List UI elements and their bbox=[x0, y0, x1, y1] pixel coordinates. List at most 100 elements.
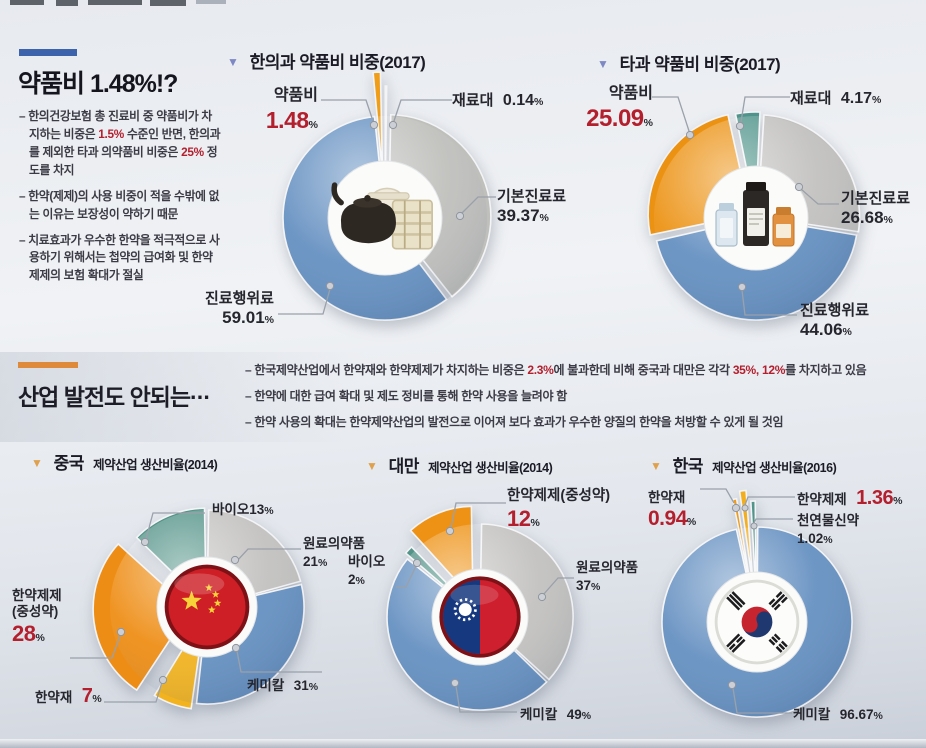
label-tw-wonryo: 원료의약품 37% bbox=[576, 560, 638, 596]
bullet-item: – 한약(제제)의 사용 비중이 적을 수밖에 없는 이유는 보장성이 약하기 … bbox=[19, 188, 221, 224]
chart-title-hanuigwa: ▼ 한의과 약품비 비중(2017) bbox=[227, 48, 426, 73]
chart-title-taiwan: ▼ 대만 제약산업 생산비율(2014) bbox=[366, 452, 553, 477]
chart-title-china: ▼ 중국 제약산업 생산비율(2014) bbox=[31, 449, 218, 474]
label-text: 재료대 bbox=[452, 92, 494, 109]
label-c1-yakpumbi: 약품비 25.09% bbox=[553, 84, 653, 133]
percent-sign: % bbox=[308, 118, 318, 131]
label-cn-herb: 한약재 7% bbox=[35, 684, 102, 708]
highlight-text: 1.5% bbox=[98, 126, 124, 141]
label-value: 96.67 bbox=[839, 707, 874, 722]
top-edge-remnant bbox=[88, 0, 142, 5]
label-cn-chem: 케미칼 31% bbox=[247, 676, 318, 696]
bullet-text: 에 불과한데 비해 중국과 대만은 각각 bbox=[553, 363, 733, 377]
pills-icon bbox=[715, 182, 795, 247]
bullet-text: – 한약에 대한 급여 확대 및 제도 정비를 통해 한약 사용을 늘려야 함 bbox=[245, 388, 568, 403]
label-text: 진료행위료 bbox=[204, 290, 274, 307]
country-name: 대만 bbox=[388, 457, 420, 476]
label-tw-jeje: 한약제제(중성약) 12% bbox=[507, 488, 610, 533]
bullet-text: – 한국제약산업에서 한약재와 한약제제가 차지하는 비중은 bbox=[245, 363, 528, 377]
label-value: 21 bbox=[303, 554, 319, 570]
bullet-item: – 치료효과가 우수한 한약을 적극적으로 사용하기 위해서는 첩약의 급여화 … bbox=[19, 232, 221, 286]
triangle-marker-icon: ▼ bbox=[31, 456, 43, 470]
label-value: 2 bbox=[348, 572, 356, 588]
flag-taiwan-icon bbox=[439, 576, 521, 658]
chart-title-text: 제약산업 생산비율(2014) bbox=[428, 461, 553, 475]
percent-sign: % bbox=[591, 581, 601, 594]
label-text: 한약제제 bbox=[12, 588, 62, 603]
label-value: 12 bbox=[507, 505, 531, 531]
chart-title-text: 타과 약품비 비중(2017) bbox=[619, 55, 781, 74]
highlight-text: 25% bbox=[181, 144, 204, 159]
percent-sign: % bbox=[539, 212, 549, 225]
top-edge-remnant bbox=[196, 0, 226, 4]
label-value: 37 bbox=[576, 578, 592, 594]
percent-sign: % bbox=[92, 693, 102, 705]
label-text: 원료의약품 bbox=[576, 560, 639, 575]
percent-sign: % bbox=[686, 516, 697, 529]
percent-sign: % bbox=[308, 681, 319, 693]
section-shade bbox=[0, 352, 470, 442]
sidebar-title: 약품비 1.48%!? bbox=[18, 70, 178, 98]
accent-bar-orange bbox=[18, 362, 78, 368]
label-tw-bio: 바이오 2% bbox=[348, 554, 385, 590]
label-text: 기본진료료 bbox=[497, 188, 567, 205]
label-value: 26.68 bbox=[841, 208, 884, 228]
label-value: 59.01 bbox=[222, 308, 265, 328]
percent-sign: % bbox=[581, 710, 592, 722]
chart-title-text: 제약산업 생산비율(2016) bbox=[712, 461, 837, 475]
label-value: 0.94 bbox=[648, 507, 687, 531]
label-cn-bio: 바이오13% bbox=[212, 500, 274, 520]
label-kr-natural: 천연물신약 1.02% bbox=[797, 513, 859, 549]
bullet-text: 를 차지하고 있음 bbox=[785, 363, 867, 377]
label-kr-jeje: 한약제제 1.36% bbox=[797, 486, 902, 510]
triangle-marker-icon: ▼ bbox=[227, 55, 239, 69]
percent-sign: % bbox=[35, 631, 45, 644]
label-kr-chem: 케미칼 96.67% bbox=[793, 705, 883, 725]
percent-sign: % bbox=[534, 96, 544, 108]
bullet-text: – 치료효과가 우수한 한약을 적극적으로 사용하기 위해서는 첩약의 급여화 … bbox=[19, 232, 220, 283]
chart-title-text: 제약산업 생산비율(2014) bbox=[93, 458, 218, 472]
label-kr-herb: 한약재 0.94% bbox=[648, 490, 696, 532]
label-cn-jeje: 한약제제 (중성약) 28% bbox=[12, 588, 62, 648]
middle-bullets: – 한국제약산업에서 한약재와 한약제제가 차지하는 비중은 2.3%에 불과한… bbox=[245, 362, 926, 439]
label-value: 4.17 bbox=[840, 90, 872, 107]
accent-bar-blue bbox=[19, 49, 77, 56]
label-text: 진료행위료 bbox=[800, 302, 870, 319]
label-value: 1.36 bbox=[856, 487, 894, 509]
label-value: 28 bbox=[12, 620, 36, 646]
bullet-item: – 한약 사용의 확대는 한약제약산업의 발전으로 이어져 보다 효과가 우수한… bbox=[245, 414, 926, 431]
label-c0-gibon: 기본진료료 39.37% bbox=[497, 188, 566, 227]
chart-title-korea: ▼ 한국 제약산업 생산비율(2016) bbox=[650, 452, 837, 477]
label-c1-jinryo: 진료행위료 44.06% bbox=[800, 302, 869, 341]
country-name: 중국 bbox=[53, 454, 85, 473]
label-c1-gibon: 기본진료료 26.68% bbox=[841, 190, 910, 229]
chart-title-tagwa: ▼ 타과 약품비 비중(2017) bbox=[597, 50, 781, 75]
label-text: 케미칼 bbox=[520, 707, 558, 722]
percent-sign: % bbox=[643, 116, 653, 129]
label-value: 0.14 bbox=[502, 92, 534, 109]
bullet-item: – 한의건강보험 총 진료비 중 약품비가 차지하는 비중은 1.5% 수준인 … bbox=[19, 108, 221, 180]
flag-korea-icon bbox=[714, 579, 800, 665]
percent-sign: % bbox=[842, 326, 852, 339]
country-name: 한국 bbox=[672, 457, 704, 476]
percent-sign: % bbox=[264, 505, 274, 517]
percent-sign: % bbox=[872, 94, 882, 106]
top-edge-remnant bbox=[56, 0, 78, 6]
percent-sign: % bbox=[883, 214, 893, 227]
label-value: 44.06 bbox=[800, 320, 843, 340]
label-text2: (중성약) bbox=[12, 604, 59, 620]
percent-sign: % bbox=[355, 575, 365, 588]
sidebar-bullets: – 한의건강보험 총 진료비 중 약품비가 차지하는 비중은 1.5% 수준인 … bbox=[19, 108, 221, 293]
highlight-text: 2.3% bbox=[527, 363, 554, 377]
bullet-text: – 한약(제제)의 사용 비중이 적을 수밖에 없는 이유는 보장성이 약하기 … bbox=[19, 188, 220, 221]
label-text: 재료대 bbox=[790, 90, 832, 107]
teapot-icon bbox=[331, 182, 433, 250]
page-bottom-edge bbox=[0, 739, 926, 748]
label-c1-jaeryodae: 재료대 4.17% bbox=[790, 89, 881, 109]
bullet-text: – 한약 사용의 확대는 한약제약산업의 발전으로 이어져 보다 효과가 우수한… bbox=[245, 414, 784, 429]
percent-sign: % bbox=[318, 557, 328, 570]
label-value: 7 bbox=[81, 685, 93, 707]
triangle-marker-icon: ▼ bbox=[597, 57, 609, 71]
label-cn-wonryo: 원료의약품 21% bbox=[303, 536, 365, 572]
label-text: 한약제제(중성약) bbox=[507, 488, 611, 504]
